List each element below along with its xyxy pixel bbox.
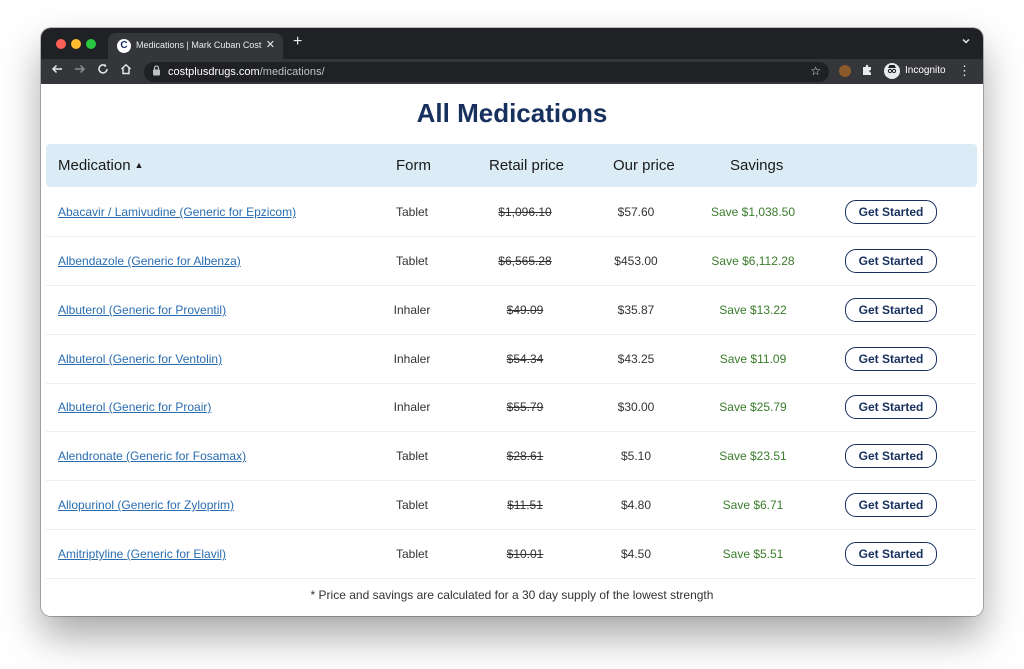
retail-price-cell: $6,565.28 bbox=[498, 254, 552, 268]
savings-cell: Save $6,112.28 bbox=[711, 254, 795, 268]
url-host: costplusdrugs.com bbox=[168, 66, 260, 78]
our-price-cell: $453.00 bbox=[614, 254, 658, 268]
medication-link[interactable]: Albuterol (Generic for Proventil) bbox=[58, 303, 227, 317]
page-title: All Medications bbox=[416, 98, 608, 128]
menu-kebab-icon[interactable]: ⋮ bbox=[958, 63, 971, 78]
header-medication-label: Medication bbox=[58, 157, 131, 174]
form-cell: Tablet bbox=[395, 254, 429, 268]
form-cell: Tablet bbox=[395, 205, 429, 219]
form-cell: Tablet bbox=[395, 498, 429, 512]
get-started-button[interactable]: Get Started bbox=[845, 444, 937, 468]
incognito-icon[interactable] bbox=[884, 63, 900, 79]
table-row: Albuterol (Generic for Proventil) Inhale… bbox=[46, 286, 977, 335]
minimize-window-button[interactable] bbox=[71, 39, 81, 49]
header-medication[interactable]: Medication ▲ bbox=[58, 157, 143, 174]
form-cell: Tablet bbox=[395, 449, 429, 463]
forward-arrow-icon[interactable] bbox=[74, 63, 86, 79]
retail-price-cell: $28.61 bbox=[506, 449, 544, 463]
our-price-cell: $57.60 bbox=[617, 205, 655, 219]
medication-link[interactable]: Albendazole (Generic for Albenza) bbox=[58, 254, 241, 268]
table-row: Albendazole (Generic for Albenza) Tablet… bbox=[46, 237, 977, 286]
reload-icon[interactable] bbox=[97, 63, 109, 79]
sort-ascending-icon[interactable]: ▲ bbox=[134, 160, 144, 170]
our-price-cell: $4.50 bbox=[620, 547, 652, 561]
table-row: Albuterol (Generic for Proair) Inhaler $… bbox=[46, 383, 977, 432]
browser-toolbar: costplusdrugs.com/medications/ ☆ Incogni… bbox=[41, 59, 983, 84]
header-form: Form bbox=[396, 157, 431, 174]
savings-cell: Save $23.51 bbox=[719, 449, 787, 463]
get-started-button[interactable]: Get Started bbox=[845, 200, 937, 224]
url-text: costplusdrugs.com/medications/ bbox=[168, 66, 325, 78]
our-price-cell: $43.25 bbox=[617, 352, 655, 366]
retail-price-cell: $55.79 bbox=[506, 400, 544, 414]
savings-cell: Save $6.71 bbox=[722, 498, 784, 512]
lock-icon[interactable] bbox=[152, 65, 161, 79]
close-window-button[interactable] bbox=[56, 39, 66, 49]
tab-bar: C Medications | Mark Cuban Cost Plus Dru… bbox=[41, 28, 983, 59]
medication-link[interactable]: Albuterol (Generic for Proair) bbox=[58, 400, 212, 414]
medication-link[interactable]: Allopurinol (Generic for Zyloprim) bbox=[58, 498, 235, 512]
header-savings: Savings bbox=[730, 157, 784, 174]
our-price-cell: $35.87 bbox=[617, 303, 655, 317]
savings-cell: Save $11.09 bbox=[719, 352, 787, 366]
incognito-label[interactable]: Incognito bbox=[905, 65, 946, 76]
retail-price-cell: $11.51 bbox=[507, 498, 543, 512]
maximize-window-button[interactable] bbox=[86, 39, 96, 49]
savings-cell: Save $13.22 bbox=[719, 303, 787, 317]
get-started-button[interactable]: Get Started bbox=[845, 347, 937, 371]
extension-cookie-icon[interactable] bbox=[839, 65, 851, 77]
back-arrow-icon[interactable] bbox=[51, 63, 63, 79]
header-our-price: Our price bbox=[613, 157, 675, 174]
retail-price-cell: $49.09 bbox=[506, 303, 544, 317]
medication-link[interactable]: Amitriptyline (Generic for Elavil) bbox=[58, 547, 227, 561]
get-started-button[interactable]: Get Started bbox=[845, 395, 937, 419]
medication-link[interactable]: Albuterol (Generic for Ventolin) bbox=[58, 352, 223, 366]
page-content: All Medications Medication ▲ Form Retail … bbox=[41, 84, 983, 616]
extensions-puzzle-icon[interactable] bbox=[861, 64, 873, 79]
form-cell: Inhaler bbox=[393, 303, 431, 317]
retail-price-cell: $1,096.10 bbox=[498, 205, 552, 219]
home-icon[interactable] bbox=[120, 63, 132, 79]
our-price-cell: $5.10 bbox=[620, 449, 652, 463]
table-row: Allopurinol (Generic for Zyloprim) Table… bbox=[46, 481, 977, 530]
bookmark-star-icon[interactable]: ☆ bbox=[810, 64, 821, 78]
url-path: /medications/ bbox=[259, 66, 325, 78]
active-tab[interactable]: C Medications | Mark Cuban Cost Plus Dru… bbox=[108, 33, 283, 59]
address-bar[interactable]: costplusdrugs.com/medications/ ☆ bbox=[144, 62, 829, 82]
table-row: Alendronate (Generic for Fosamax) Tablet… bbox=[46, 432, 977, 481]
get-started-button[interactable]: Get Started bbox=[845, 298, 937, 322]
price-footnote: * Price and savings are calculated for a… bbox=[310, 588, 714, 602]
close-tab-icon[interactable]: ✕ bbox=[265, 39, 275, 51]
site-favicon-icon: C bbox=[117, 39, 131, 53]
form-cell: Inhaler bbox=[393, 400, 431, 414]
retail-price-cell: $10.01 bbox=[506, 547, 544, 561]
medication-link[interactable]: Alendronate (Generic for Fosamax) bbox=[58, 449, 247, 463]
form-cell: Tablet bbox=[395, 547, 429, 561]
our-price-cell: $30.00 bbox=[617, 400, 655, 414]
savings-cell: Save $25.79 bbox=[719, 400, 787, 414]
header-retail-price: Retail price bbox=[489, 157, 565, 174]
tab-title: Medications | Mark Cuban Cost Plus Drugs bbox=[136, 40, 262, 50]
get-started-button[interactable]: Get Started bbox=[845, 493, 937, 517]
table-row: Abacavir / Lamivudine (Generic for Epzic… bbox=[46, 188, 977, 237]
get-started-button[interactable]: Get Started bbox=[845, 249, 937, 273]
retail-price-cell: $54.34 bbox=[506, 352, 544, 366]
table-row: Albuterol (Generic for Ventolin) Inhaler… bbox=[46, 335, 977, 384]
form-cell: Inhaler bbox=[393, 352, 431, 366]
medication-link[interactable]: Abacavir / Lamivudine (Generic for Epzic… bbox=[58, 205, 297, 219]
browser-window: C Medications | Mark Cuban Cost Plus Dru… bbox=[41, 28, 983, 616]
tab-search-chevron-icon[interactable] bbox=[961, 36, 971, 49]
our-price-cell: $4.80 bbox=[620, 498, 652, 512]
savings-cell: Save $5.51 bbox=[722, 547, 784, 561]
table-row: Amitriptyline (Generic for Elavil) Table… bbox=[46, 530, 977, 579]
table-header: Medication ▲ Form Retail price Our price … bbox=[46, 144, 977, 187]
get-started-button[interactable]: Get Started bbox=[845, 542, 937, 566]
savings-cell: Save $1,038.50 bbox=[710, 205, 796, 219]
new-tab-icon[interactable]: + bbox=[293, 33, 303, 50]
